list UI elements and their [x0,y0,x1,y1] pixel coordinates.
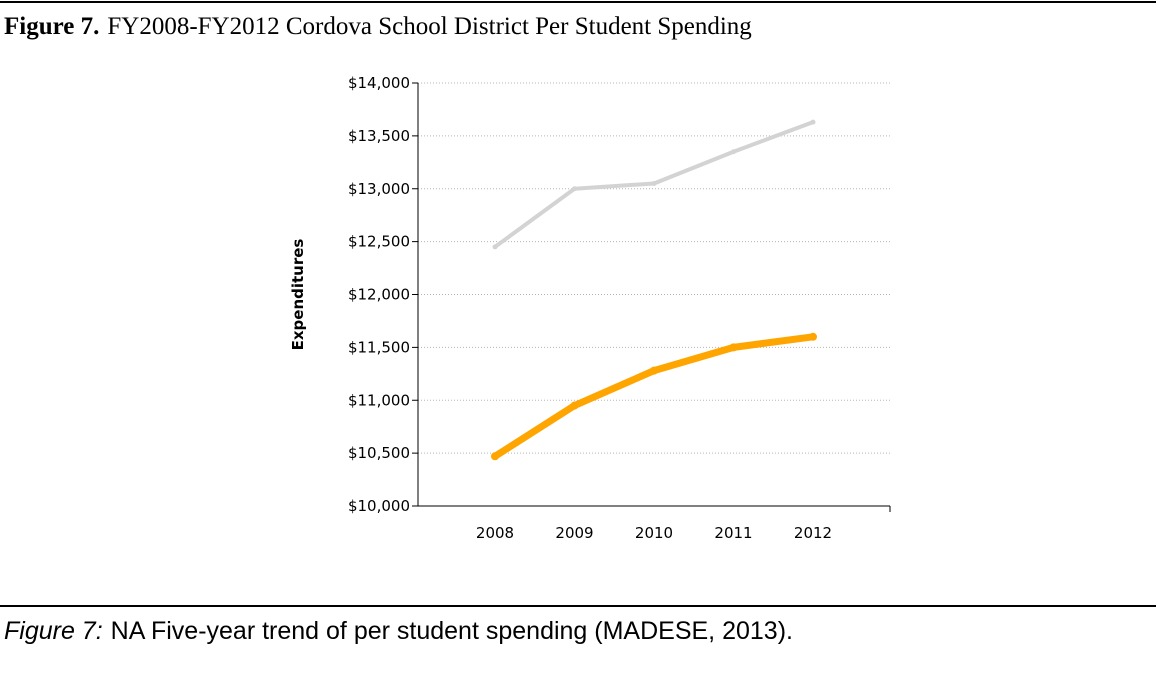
data-point [810,119,816,125]
grid-lines [418,82,890,454]
x-tick-label: 2010 [635,524,673,542]
y-tick-label: $10,000 [348,497,410,515]
data-point [729,343,738,352]
x-axis-ticks: 2008 2009 2010 2011 2012 [476,524,832,542]
x-tick-label: 2012 [794,524,832,542]
caption-text: NA Five-year trend of per student spendi… [110,617,793,645]
figure-number: Figure 7. [4,13,100,40]
caption-label: Figure 7: [4,617,103,645]
x-tick-label: 2009 [555,524,593,542]
data-point [492,244,498,250]
axes [417,83,891,512]
figure-title-text: FY2008-FY2012 Cordova School District Pe… [107,13,752,40]
x-tick-label: 2011 [714,524,752,542]
top-rule [0,1,1156,3]
y-tick-label: $13,000 [348,180,410,198]
y-axis-ticks: $10,000 $10,500 $11,000 $11,500 $12,000 $12,5… [348,74,418,515]
y-tick-label: $14,000 [348,74,410,92]
y-tick-label: $11,500 [348,338,410,356]
data-point [731,149,736,155]
data-point [650,366,658,375]
y-tick-label: $12,500 [348,233,410,251]
figure-title: Figure 7. FY2008-FY2012 Cordova School Di… [4,13,752,41]
data-point [570,401,579,410]
series-line-2 [491,333,817,460]
y-tick-label: $10,500 [348,444,410,462]
y-tick-label: $11,000 [348,391,410,409]
data-point [651,180,657,186]
y-tick-label: $12,000 [348,286,410,304]
y-tick-label: $13,500 [348,127,410,145]
bottom-rule [0,605,1156,607]
data-point [491,452,499,461]
series-lines [491,119,817,461]
data-point [809,332,817,341]
data-point [572,186,577,192]
y-axis-label: Expenditures [289,239,307,351]
x-tick-label: 2008 [476,524,514,542]
figure-caption: Figure 7: NA Five-year trend of per stude… [4,617,793,646]
